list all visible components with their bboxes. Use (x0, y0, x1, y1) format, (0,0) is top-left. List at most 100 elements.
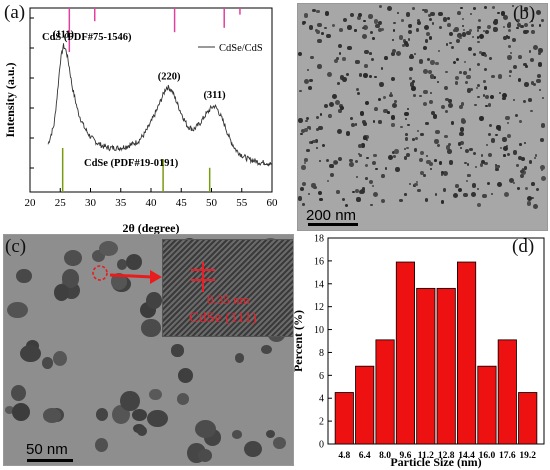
nanoparticle (355, 59, 361, 64)
nanoparticle (366, 156, 369, 160)
nanoparticle (360, 142, 366, 148)
nanoparticle (454, 75, 460, 81)
nanoparticle (337, 156, 343, 162)
nanoparticle (490, 74, 495, 79)
nanoparticle (506, 121, 509, 124)
nanoparticle (459, 131, 464, 137)
nanoparticle (459, 36, 462, 40)
nanoparticle (99, 240, 118, 256)
nanoparticle (427, 57, 431, 61)
nanoparticle (478, 33, 484, 39)
nanoparticle (463, 60, 467, 64)
nanoparticle (364, 135, 369, 140)
nanoparticle (432, 114, 438, 120)
nanoparticle (317, 39, 322, 44)
nanoparticle (116, 258, 128, 270)
nanoparticle (384, 56, 388, 60)
nanoparticle (405, 133, 409, 136)
nanoparticle (442, 188, 447, 192)
nanoparticle (458, 187, 463, 192)
peak-label: (311) (203, 90, 226, 101)
nanoparticle (325, 158, 330, 163)
nanoparticle (502, 137, 507, 142)
hrtem-inset: 0.35 nm CdSe (111) (162, 239, 293, 337)
nanoparticle (409, 54, 415, 60)
nanoparticle (316, 30, 321, 35)
nanoparticle (337, 128, 343, 134)
nanoparticle (490, 95, 494, 100)
nanoparticle (505, 34, 508, 37)
nanoparticle (484, 30, 489, 35)
nanoparticle (413, 148, 418, 153)
nanoparticle (478, 50, 483, 55)
nanoparticle (383, 108, 388, 114)
nanoparticle (506, 152, 511, 157)
nanoparticle (434, 139, 439, 144)
x-tick-label: 35 (115, 197, 127, 209)
nanoparticle (433, 159, 437, 162)
nanoparticle (303, 158, 308, 163)
nanoparticle (457, 141, 462, 146)
nanoparticle (440, 170, 444, 174)
histogram-bar (395, 261, 416, 445)
nanoparticle (420, 171, 425, 176)
nanoparticle (308, 141, 313, 145)
nanoparticle (171, 344, 184, 357)
nanoparticle (303, 12, 309, 18)
nanoparticle (195, 420, 217, 439)
nanoparticle (480, 154, 484, 158)
nanoparticle (445, 70, 448, 74)
x-tick-label: 30 (85, 197, 97, 209)
nanoparticle (309, 78, 313, 83)
nanoparticle (401, 44, 405, 48)
nanoparticle (431, 22, 435, 25)
nanoparticle (492, 5, 496, 9)
nanoparticle (479, 162, 484, 167)
nanoparticle (450, 121, 454, 125)
nanoparticle (396, 51, 402, 57)
nanoparticle (446, 17, 450, 21)
x-tick-label: 11.2 (418, 451, 434, 461)
x-tick-label: 55 (236, 197, 248, 209)
nanoparticle (299, 186, 304, 191)
nanoparticle (538, 51, 542, 55)
nanoparticle (420, 150, 425, 155)
nanoparticle (304, 79, 310, 84)
nanoparticle (482, 193, 487, 199)
nanoparticle (520, 157, 525, 162)
nanoparticle (449, 42, 452, 45)
nanoparticle (520, 169, 524, 173)
nanoparticle (359, 111, 365, 116)
nanoparticle (509, 178, 515, 184)
nanoparticle (300, 132, 303, 136)
nanoparticle (364, 100, 370, 105)
nanoparticle (486, 24, 492, 30)
nanoparticle (356, 15, 362, 20)
nanoparticle (429, 60, 435, 65)
nanoparticle (347, 45, 352, 51)
nanoparticle (517, 78, 522, 82)
plot-frame (327, 237, 545, 445)
nanoparticle (490, 192, 494, 196)
nanoparticle (477, 25, 481, 30)
nanoparticle (438, 161, 443, 166)
nanoparticle (495, 165, 500, 170)
nanoparticle (459, 127, 464, 132)
nanoparticle (441, 105, 446, 110)
nanoparticle (485, 104, 488, 108)
nanoparticle (307, 192, 310, 196)
nanoparticle (423, 24, 429, 30)
nanoparticle (302, 21, 306, 25)
peak-label: (220) (158, 72, 181, 83)
histogram-bar (375, 339, 395, 445)
nanoparticle (518, 155, 523, 160)
nanoparticle (532, 203, 538, 209)
nanoparticle (485, 143, 489, 147)
nanoparticle (466, 163, 470, 166)
nanoparticle (401, 19, 405, 23)
nanoparticle (356, 175, 359, 179)
nanoparticle (126, 253, 143, 271)
nanoparticle (380, 27, 384, 31)
nanoparticle (448, 102, 454, 108)
nanoparticle (524, 7, 528, 11)
